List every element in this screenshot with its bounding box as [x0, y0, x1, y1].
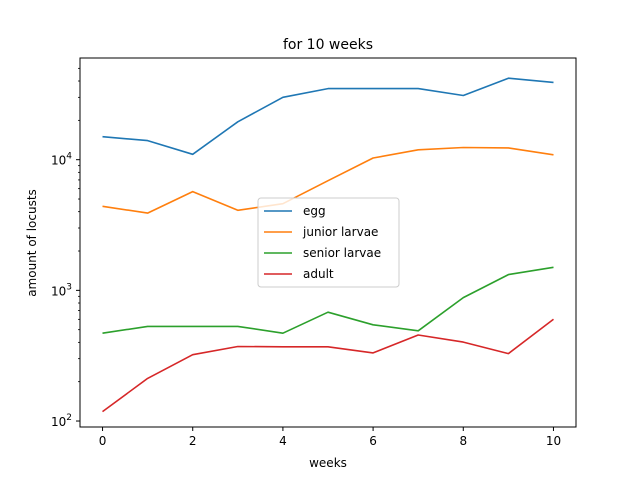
series-line-0 [102, 77, 554, 156]
legend: egg junior larvae senior larvae adult [257, 197, 400, 288]
x-tick-label: 0 [99, 434, 107, 448]
series-line-1 [102, 146, 554, 214]
x-tick-label: 8 [459, 434, 467, 448]
x-tick-label: 10 [546, 434, 561, 448]
x-tick-label: 6 [369, 434, 377, 448]
y-tick-label: 104 [51, 152, 72, 168]
y-axis: 102 103 104 [51, 67, 80, 429]
legend-label-0: egg [303, 204, 326, 218]
x-axis-label: weeks [309, 456, 347, 470]
plot-frame [79, 57, 577, 428]
series-line-2 [102, 266, 554, 335]
series-line-3 [102, 318, 554, 413]
y-axis-label: amount of locusts [25, 189, 39, 297]
legend-label-2: senior larvae [303, 246, 381, 260]
x-tick-label: 2 [189, 434, 197, 448]
legend-label-1: junior larvae [302, 225, 378, 239]
legend-label-3: adult [303, 267, 334, 281]
legend-box [257, 197, 400, 288]
y-tick-label: 102 [51, 413, 72, 429]
x-axis: 0 2 4 6 8 10 [99, 427, 561, 448]
chart-title: for 10 weeks [283, 37, 373, 53]
y-tick-label: 103 [51, 282, 72, 298]
x-tick-label: 4 [279, 434, 287, 448]
series-layer [102, 77, 554, 413]
